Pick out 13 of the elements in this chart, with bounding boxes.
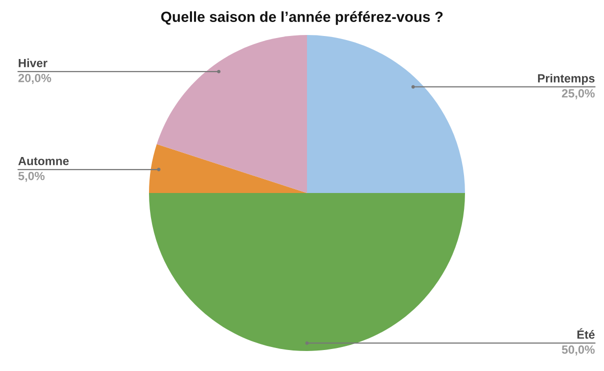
pie-slice	[156, 35, 307, 193]
slice-label: Printemps	[538, 74, 595, 85]
slice-label: Automne	[18, 156, 69, 166]
data-label: 50,0%	[562, 345, 595, 356]
slice-label: Hiver	[18, 58, 48, 68]
data-label: 25,0%	[562, 89, 595, 100]
data-label: 5,0%	[18, 172, 45, 182]
pie-slice	[149, 144, 307, 193]
data-label: 20,0%	[18, 74, 52, 84]
pie-slice	[307, 35, 465, 193]
chart-title: Quelle saison de l’année préférez-vous ?	[161, 11, 443, 25]
pie-slice	[149, 193, 465, 351]
slice-label: Été	[577, 328, 595, 339]
